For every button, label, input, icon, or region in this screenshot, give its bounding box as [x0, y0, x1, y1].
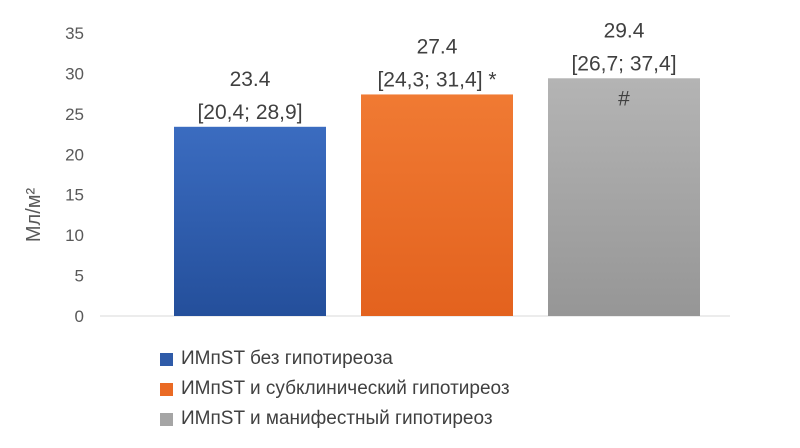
y-tick-label: 5 [75, 267, 84, 286]
legend-swatch-blue [160, 352, 173, 366]
legend-item: ИМпST и манифестный гипотиреоз [160, 404, 510, 434]
legend-label: ИМпST и субклинический гипотиреоз [181, 378, 510, 399]
y-tick-label: 10 [65, 226, 84, 245]
legend-label: ИМпST без гипотиреоза [181, 348, 393, 369]
bar [548, 78, 700, 316]
legend-item: ИМпST и субклинический гипотиреоз [160, 374, 510, 404]
legend-label: ИМпST и манифестный гипотиреоз [181, 408, 493, 429]
bar-ci-label: [24,3; 31,4] * [377, 68, 496, 91]
y-tick-label: 25 [65, 105, 84, 124]
bar-chart: 0 5 10 15 20 25 30 35 Мл/м² 23.4 [20,4; 28,9] 27.… [23, 19, 730, 326]
y-tick-label: 30 [65, 64, 84, 83]
y-tick-label: 15 [65, 186, 84, 205]
bar-significance-marker: # [618, 87, 630, 110]
legend-item: ИМпST без гипотиреоза [160, 344, 510, 374]
bar-value-label: 29.4 [604, 19, 645, 42]
bar-ci-label: [20,4; 28,9] [197, 101, 302, 124]
bar [361, 94, 513, 316]
y-tick-label: 20 [65, 145, 84, 164]
legend: ИМпST без гипотиреоза ИМпST и субклиниче… [160, 344, 510, 434]
bar-ci-label: [26,7; 37,4] [571, 52, 676, 75]
bar-value-label: 27.4 [417, 35, 458, 58]
y-tick-label: 35 [65, 24, 84, 43]
y-tick-label: 0 [75, 307, 84, 326]
y-axis-label: Мл/м² [23, 188, 45, 243]
legend-swatch-orange [160, 382, 173, 396]
bar-value-label: 23.4 [230, 68, 271, 91]
bar [174, 126, 326, 317]
legend-swatch-gray [160, 412, 173, 426]
